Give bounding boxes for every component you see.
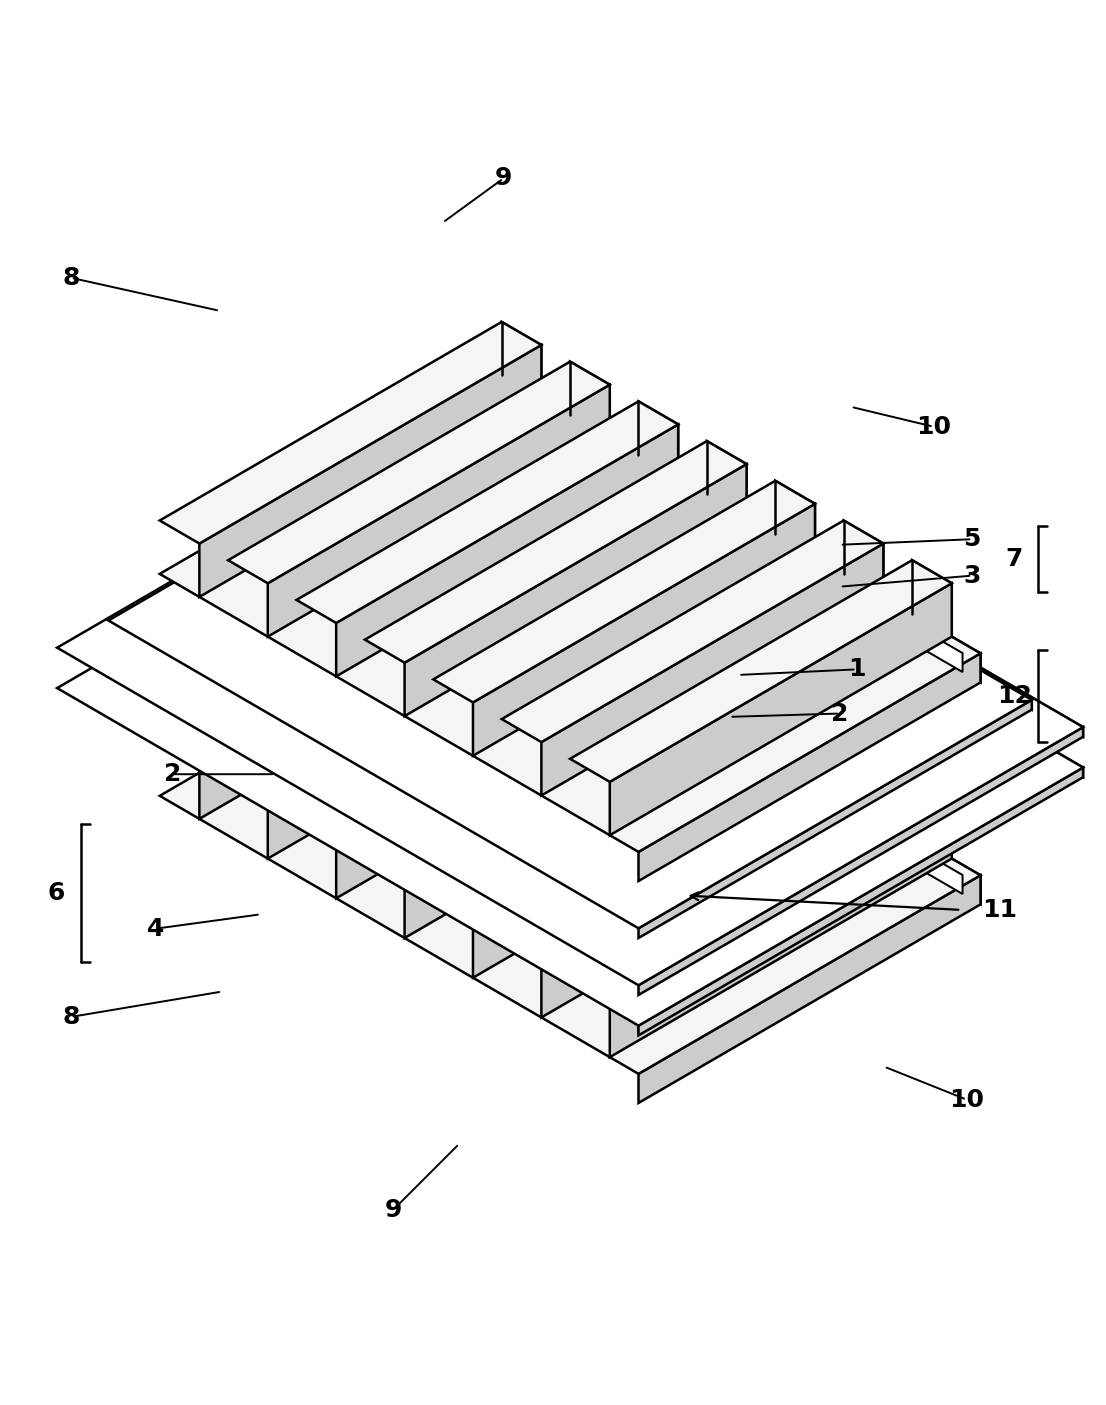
Polygon shape — [912, 783, 952, 858]
Text: 7: 7 — [1005, 547, 1023, 570]
Polygon shape — [502, 597, 981, 905]
Polygon shape — [296, 624, 678, 844]
Polygon shape — [502, 392, 1032, 710]
Text: 4: 4 — [147, 916, 165, 941]
Polygon shape — [58, 389, 1083, 985]
Text: 3: 3 — [963, 563, 981, 587]
Polygon shape — [759, 535, 803, 579]
Polygon shape — [405, 464, 747, 717]
Text: 2: 2 — [164, 762, 181, 787]
Polygon shape — [775, 481, 815, 558]
Polygon shape — [159, 375, 981, 851]
Polygon shape — [473, 726, 815, 978]
Polygon shape — [405, 686, 747, 939]
Polygon shape — [502, 742, 884, 964]
Text: 2: 2 — [831, 701, 848, 725]
Polygon shape — [638, 875, 981, 1103]
Polygon shape — [365, 663, 747, 885]
Polygon shape — [199, 346, 541, 597]
Polygon shape — [434, 481, 815, 702]
Text: 1: 1 — [847, 658, 865, 681]
Polygon shape — [159, 450, 981, 926]
Polygon shape — [599, 665, 644, 708]
Polygon shape — [58, 430, 1083, 1026]
Polygon shape — [638, 402, 678, 478]
Polygon shape — [296, 402, 678, 622]
Text: 6: 6 — [48, 881, 65, 905]
Polygon shape — [108, 488, 1032, 1023]
Polygon shape — [502, 375, 981, 683]
Polygon shape — [609, 583, 952, 835]
Text: 8: 8 — [62, 1005, 80, 1028]
Text: 11: 11 — [982, 898, 1018, 922]
Text: 8: 8 — [62, 266, 80, 289]
Polygon shape — [159, 322, 541, 544]
Polygon shape — [570, 561, 952, 781]
Text: 10: 10 — [949, 1087, 984, 1111]
Polygon shape — [638, 728, 1083, 995]
Polygon shape — [844, 520, 884, 597]
Text: 9: 9 — [494, 166, 512, 191]
Polygon shape — [570, 361, 609, 438]
Polygon shape — [912, 561, 952, 636]
Polygon shape — [134, 454, 1006, 961]
Polygon shape — [638, 653, 981, 881]
Polygon shape — [199, 566, 541, 819]
Polygon shape — [268, 607, 609, 858]
Polygon shape — [365, 441, 747, 663]
Polygon shape — [520, 618, 564, 662]
Polygon shape — [336, 646, 678, 898]
Polygon shape — [502, 544, 541, 620]
Polygon shape — [520, 396, 564, 440]
Polygon shape — [570, 783, 952, 1003]
Polygon shape — [759, 757, 803, 801]
Polygon shape — [599, 443, 644, 486]
Polygon shape — [108, 392, 1032, 929]
Polygon shape — [679, 711, 723, 754]
Text: 12: 12 — [997, 684, 1032, 708]
Polygon shape — [502, 454, 1006, 757]
Polygon shape — [775, 702, 815, 780]
Text: 10: 10 — [916, 414, 951, 438]
Polygon shape — [502, 430, 1083, 777]
Polygon shape — [502, 322, 541, 399]
Polygon shape — [609, 805, 952, 1057]
Polygon shape — [268, 385, 609, 636]
Polygon shape — [159, 597, 981, 1073]
Polygon shape — [638, 700, 1032, 939]
Polygon shape — [919, 628, 962, 672]
Polygon shape — [159, 544, 541, 766]
Polygon shape — [159, 489, 981, 967]
Polygon shape — [838, 582, 883, 625]
Polygon shape — [473, 504, 815, 756]
Polygon shape — [638, 747, 1006, 971]
Text: 5: 5 — [963, 527, 981, 551]
Polygon shape — [541, 766, 884, 1017]
Polygon shape — [502, 488, 1032, 805]
Polygon shape — [502, 389, 1083, 736]
Polygon shape — [679, 489, 723, 532]
Polygon shape — [570, 583, 609, 660]
Polygon shape — [228, 361, 609, 583]
Polygon shape — [707, 663, 747, 739]
Polygon shape — [638, 767, 1083, 1035]
Polygon shape — [919, 850, 962, 894]
Text: 9: 9 — [385, 1198, 401, 1222]
Polygon shape — [838, 804, 883, 847]
Polygon shape — [707, 441, 747, 517]
Polygon shape — [502, 520, 884, 742]
Polygon shape — [541, 544, 884, 795]
Polygon shape — [336, 424, 678, 676]
Polygon shape — [638, 624, 678, 700]
Polygon shape — [228, 583, 609, 805]
Polygon shape — [638, 795, 1032, 1033]
Polygon shape — [844, 742, 884, 819]
Polygon shape — [434, 702, 815, 924]
